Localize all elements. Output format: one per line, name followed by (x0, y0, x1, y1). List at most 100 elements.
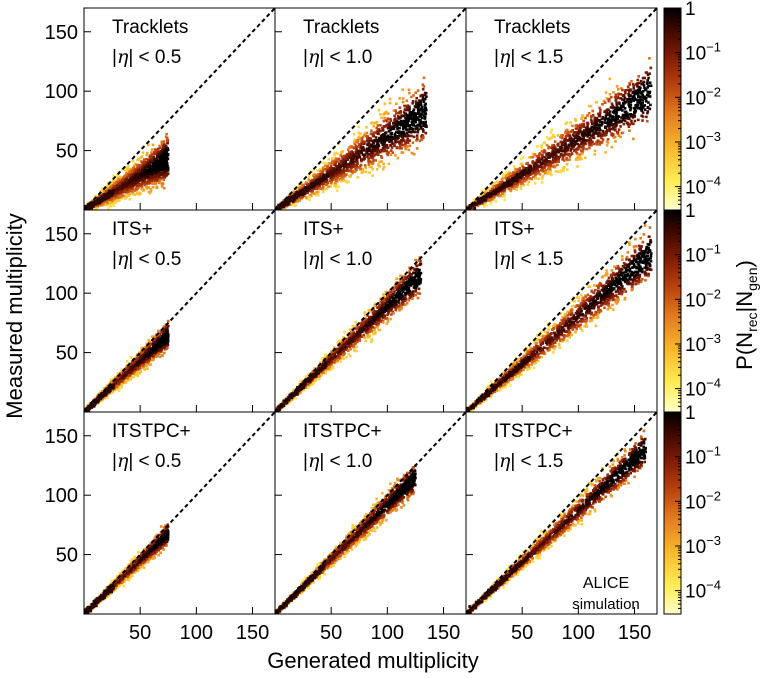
heatmap-cell (144, 161, 148, 164)
heatmap-cell (372, 132, 375, 135)
heatmap-cell (615, 101, 618, 105)
heatmap-cell (371, 162, 374, 165)
heatmap-cell (406, 124, 409, 128)
heatmap-cell (363, 133, 366, 137)
heatmap-cell (97, 199, 100, 203)
heatmap-cell (644, 87, 648, 91)
heatmap-cell (385, 110, 388, 114)
heatmap-cell (389, 132, 393, 136)
heatmap-cell (144, 166, 148, 169)
panel-tracklets-eta-05: Tracklets|η| < 0.5 (83, 7, 276, 211)
heatmap-cell (561, 134, 565, 137)
heatmap-cell (348, 155, 351, 159)
heatmap-cell (621, 131, 625, 134)
heatmap-cell (589, 140, 593, 143)
heatmap-cell (367, 142, 371, 145)
heatmap-cell (165, 139, 169, 143)
heatmap-cell (295, 191, 298, 194)
heatmap-cell (408, 130, 411, 134)
heatmap-cell (417, 104, 420, 108)
heatmap-cell (140, 187, 143, 191)
heatmap-cell (91, 205, 95, 208)
heatmap-cell (93, 201, 97, 205)
heatmap-cell (609, 113, 612, 117)
heatmap-cell (117, 180, 120, 184)
heatmap-cell (389, 117, 392, 121)
heatmap-cell (153, 160, 157, 163)
heatmap-cell (514, 168, 518, 171)
heatmap-cell (124, 180, 128, 183)
heatmap-cell (376, 143, 380, 146)
heatmap-cell (341, 159, 345, 162)
heatmap-cell (370, 165, 373, 169)
heatmap-cell (600, 122, 604, 126)
heatmap-cell (552, 143, 556, 147)
heatmap-cell (510, 182, 513, 186)
heatmap-cell (417, 101, 420, 105)
heatmap-cell (540, 149, 544, 153)
heatmap-cell (536, 164, 539, 167)
heatmap-cell (646, 73, 650, 76)
heatmap-cell (339, 159, 342, 163)
heatmap-cell (393, 144, 396, 147)
heatmap-cell (616, 106, 619, 109)
heatmap-cell (531, 152, 535, 156)
heatmap-cell (419, 114, 422, 118)
heatmap-cell (344, 162, 347, 165)
heatmap-cell (371, 155, 375, 159)
heatmap-cell (476, 204, 480, 208)
heatmap-cell (135, 188, 138, 192)
heatmap-cell (422, 135, 425, 139)
heatmap-cell (492, 196, 496, 199)
heatmap-cell (324, 188, 327, 191)
heatmap-cell (127, 170, 131, 174)
heatmap-cell (299, 191, 302, 194)
heatmap-cell (380, 116, 383, 120)
heatmap-cell (353, 170, 356, 174)
heatmap-cell (150, 176, 154, 179)
heatmap-cell (366, 155, 369, 159)
heatmap-cell (608, 77, 612, 81)
heatmap-cell (413, 105, 417, 108)
heatmap-cell (595, 143, 599, 146)
heatmap-cell (616, 116, 620, 120)
heatmap-cell (564, 136, 568, 139)
heatmap-cell (405, 99, 409, 103)
heatmap-cell (540, 165, 543, 169)
heatmap-cell (150, 335, 154, 338)
heatmap-cell (400, 132, 403, 136)
heatmap-cell (373, 150, 377, 153)
heatmap-cell (369, 156, 372, 160)
heatmap-cell (345, 167, 349, 170)
heatmap-cell (112, 189, 115, 193)
heatmap-cell (376, 149, 380, 152)
heatmap-cell (332, 176, 335, 180)
heatmap-cell (631, 116, 635, 119)
heatmap-cell (111, 181, 115, 184)
heatmap-cell (309, 194, 313, 197)
heatmap-cell (569, 130, 573, 133)
heatmap-cell (352, 153, 356, 156)
heatmap-cell (639, 91, 643, 95)
heatmap-cell (406, 137, 410, 141)
heatmap-cell (342, 170, 345, 173)
heatmap-cell (384, 135, 387, 139)
heatmap-cell (508, 180, 511, 184)
diagonal-line (83, 7, 276, 211)
heatmap-cell (423, 104, 427, 107)
heatmap-cell (335, 189, 339, 192)
heatmap-cell (560, 143, 564, 146)
heatmap-cell (101, 186, 104, 190)
heatmap-cell (551, 151, 554, 154)
heatmap-cell (581, 115, 584, 119)
heatmap-cell (632, 137, 635, 141)
heatmap-cell (399, 141, 403, 144)
heatmap-cell (570, 147, 573, 150)
heatmap-cell (316, 194, 320, 197)
heatmap-cell (308, 189, 312, 193)
heatmap-cell (640, 82, 644, 86)
heatmap-cell (355, 168, 358, 171)
heatmap-cell (561, 140, 564, 144)
heatmap-cell (125, 188, 129, 191)
heatmap-cell (631, 95, 635, 99)
